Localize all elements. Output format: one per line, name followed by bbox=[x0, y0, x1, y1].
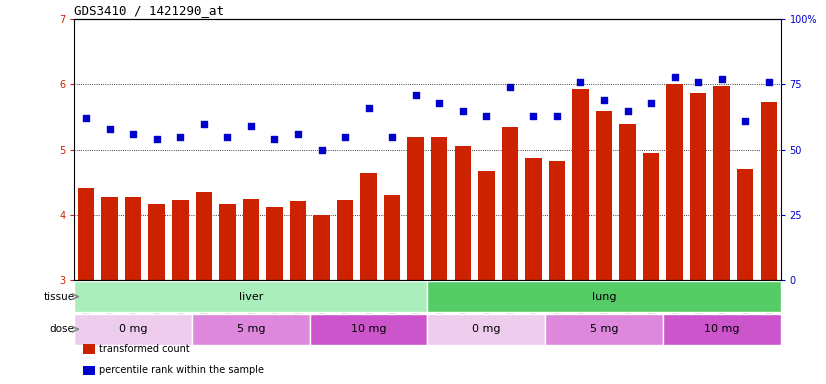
Point bbox=[738, 118, 752, 124]
Point bbox=[126, 131, 140, 137]
Point bbox=[574, 79, 587, 85]
Bar bbox=[78, 188, 94, 280]
Bar bbox=[667, 84, 683, 280]
Bar bbox=[431, 137, 448, 280]
Bar bbox=[360, 173, 377, 280]
Point bbox=[197, 121, 211, 127]
Text: 10 mg: 10 mg bbox=[351, 324, 387, 334]
Point bbox=[597, 97, 610, 103]
Bar bbox=[196, 192, 212, 280]
Point bbox=[339, 134, 352, 140]
Text: GDS3410 / 1421290_at: GDS3410 / 1421290_at bbox=[74, 3, 225, 17]
Bar bbox=[172, 200, 188, 280]
Bar bbox=[310, 314, 428, 345]
Bar bbox=[454, 147, 471, 280]
Point bbox=[527, 113, 540, 119]
Bar bbox=[192, 314, 310, 345]
Point bbox=[315, 147, 328, 153]
Bar bbox=[428, 314, 545, 345]
Point bbox=[433, 100, 446, 106]
Point bbox=[668, 74, 681, 80]
Point bbox=[503, 84, 516, 90]
Bar bbox=[525, 157, 542, 280]
Point bbox=[268, 136, 281, 142]
Text: lung: lung bbox=[591, 291, 616, 302]
Text: 5 mg: 5 mg bbox=[590, 324, 619, 334]
Bar bbox=[219, 204, 235, 280]
Text: 0 mg: 0 mg bbox=[472, 324, 501, 334]
Point bbox=[103, 126, 116, 132]
Text: tissue: tissue bbox=[43, 291, 74, 302]
Bar bbox=[761, 102, 777, 280]
Bar bbox=[690, 93, 706, 280]
Point bbox=[456, 108, 469, 114]
Bar bbox=[74, 314, 192, 345]
Point bbox=[409, 92, 422, 98]
Bar bbox=[384, 195, 401, 280]
Text: transformed count: transformed count bbox=[99, 344, 190, 354]
Bar bbox=[313, 215, 330, 280]
Text: 5 mg: 5 mg bbox=[236, 324, 265, 334]
Bar bbox=[596, 111, 612, 280]
Point bbox=[621, 108, 634, 114]
Bar bbox=[737, 169, 753, 280]
Bar bbox=[428, 281, 781, 312]
Bar bbox=[572, 89, 589, 280]
Bar bbox=[149, 204, 165, 280]
Point bbox=[762, 79, 776, 85]
Point bbox=[221, 134, 234, 140]
Point bbox=[715, 76, 729, 82]
Text: liver: liver bbox=[239, 291, 263, 302]
Bar bbox=[290, 201, 306, 280]
Point bbox=[691, 79, 705, 85]
Bar bbox=[714, 86, 730, 280]
Point bbox=[150, 136, 164, 142]
Point bbox=[386, 134, 399, 140]
Point bbox=[550, 113, 563, 119]
Point bbox=[292, 131, 305, 137]
Text: dose: dose bbox=[50, 324, 74, 334]
Bar bbox=[662, 314, 781, 345]
Bar bbox=[478, 170, 495, 280]
Bar bbox=[125, 197, 141, 280]
Point bbox=[480, 113, 493, 119]
Bar bbox=[407, 137, 424, 280]
Point bbox=[244, 123, 258, 129]
Bar bbox=[337, 200, 354, 280]
Point bbox=[173, 134, 187, 140]
Bar bbox=[620, 124, 636, 280]
Point bbox=[362, 105, 375, 111]
Point bbox=[644, 100, 657, 106]
Bar bbox=[501, 127, 518, 280]
Text: 0 mg: 0 mg bbox=[119, 324, 148, 334]
Text: 10 mg: 10 mg bbox=[704, 324, 739, 334]
Bar bbox=[266, 207, 282, 280]
Text: percentile rank within the sample: percentile rank within the sample bbox=[99, 365, 264, 375]
Bar bbox=[548, 161, 565, 280]
Bar bbox=[102, 197, 118, 280]
Bar bbox=[545, 314, 663, 345]
Bar bbox=[74, 281, 428, 312]
Bar bbox=[243, 199, 259, 280]
Point bbox=[79, 115, 93, 121]
Bar bbox=[643, 153, 659, 280]
